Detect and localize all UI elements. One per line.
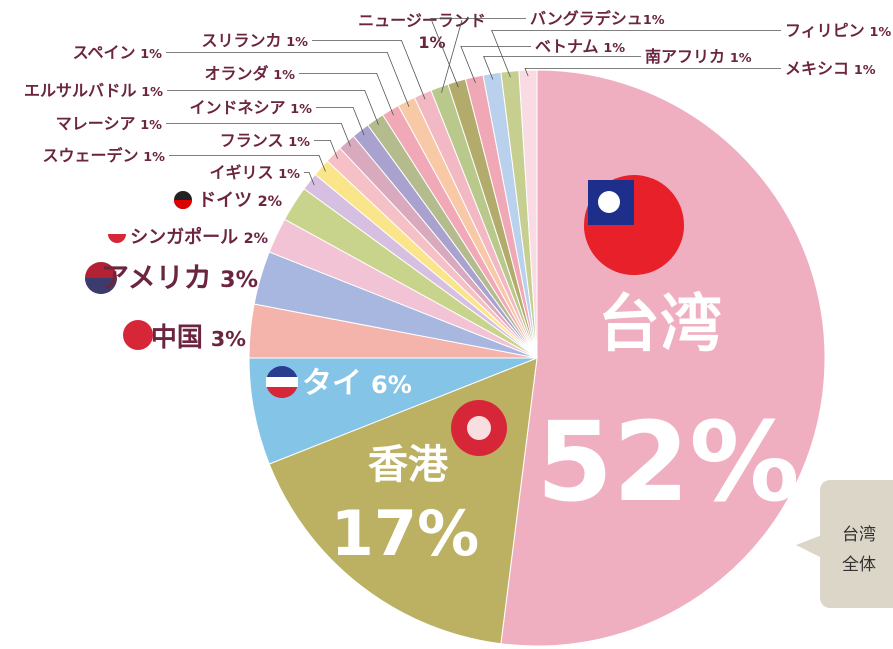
slice-name: ベトナム	[535, 37, 599, 56]
slice-name: フランス	[220, 131, 284, 150]
slice-label: 南アフリカ 1%	[645, 47, 752, 66]
slice-name: タイ	[302, 366, 362, 401]
slice-name: シンガポール	[130, 226, 238, 248]
slice-value: 1%	[603, 41, 625, 56]
slice-name: エルサルバドル	[24, 81, 136, 100]
slice-value: 1%	[288, 135, 310, 150]
flag-icon	[174, 200, 192, 209]
slice-name: スペイン	[73, 43, 136, 62]
slice-value: 1%	[643, 13, 665, 28]
slice-label: イギリス 1%	[209, 163, 300, 182]
slice-value: 1%	[278, 167, 300, 182]
leader-line	[460, 46, 531, 83]
leader-line	[169, 154, 326, 172]
leader-line	[314, 139, 338, 159]
slice-name: バングラデシュ	[530, 9, 643, 28]
slice-name: インドネシア	[189, 98, 285, 117]
slice-value: 1%	[286, 35, 308, 50]
slice-value: 1%	[273, 68, 295, 83]
leader-line	[316, 107, 365, 136]
flag-icon	[266, 377, 298, 387]
flag-icon	[598, 191, 620, 213]
pie	[248, 69, 826, 647]
flag-icon	[123, 320, 153, 350]
slice-name: マレーシア	[56, 114, 136, 133]
slice-label: アメリカ 3%	[101, 261, 258, 294]
slice-label: フランス 1%	[220, 131, 310, 150]
slice-name: フィリピン	[785, 21, 865, 40]
slice-name: オランダ	[204, 64, 268, 83]
leader-line	[524, 68, 781, 77]
leader-line	[167, 90, 379, 125]
leader-line	[304, 171, 315, 186]
slice-name: スリランカ	[201, 31, 281, 50]
slice-label: スペイン 1%	[73, 43, 163, 62]
slice-value: 1%	[143, 150, 165, 165]
leader-line	[312, 40, 426, 100]
slice-value: 1%	[854, 63, 876, 78]
slice-name: 中国	[151, 323, 203, 353]
leader-line	[441, 19, 463, 93]
slice-value: 1%	[140, 118, 162, 133]
leader-line	[491, 29, 781, 78]
slice-value: 2%	[258, 194, 282, 210]
slice-value: 3%	[211, 327, 246, 351]
pie-slice	[518, 69, 538, 359]
leader-line	[430, 17, 526, 88]
leader-line	[299, 73, 394, 116]
leader-line	[166, 123, 351, 147]
slice-label: メキシコ 1%	[785, 59, 876, 78]
slice-label: スリランカ 1%	[201, 31, 308, 50]
slice-label: スウェーデン 1%	[42, 146, 165, 165]
slice-label: インドネシア 1%	[189, 98, 312, 117]
callout-pointer	[796, 535, 822, 558]
annotation: 台湾	[842, 525, 876, 545]
slice-value: 1%	[869, 25, 891, 40]
slice-label: 台湾	[598, 287, 722, 360]
annotation: 全体	[842, 555, 876, 575]
slice-value: 1%	[141, 85, 163, 100]
leader-line	[166, 52, 410, 107]
slice-value: 52%	[536, 398, 799, 526]
slice-label: バングラデシュ1%	[530, 9, 665, 28]
slice-value: 1%	[730, 51, 752, 66]
slice-name: メキシコ	[785, 59, 849, 78]
slice-label: タイ 6%	[302, 366, 412, 401]
slice-label: ベトナム 1%	[535, 37, 625, 56]
slice-value: 17%	[331, 497, 479, 570]
slice-name: ドイツ	[198, 190, 252, 211]
flag-icon	[467, 416, 491, 440]
slice-value: 2%	[244, 231, 268, 247]
flag-icon	[108, 234, 126, 243]
slice-label: ニュージーランド	[358, 11, 486, 30]
flag-icon	[85, 278, 117, 294]
slice-label: オランダ 1%	[204, 64, 295, 83]
slice-label: フィリピン 1%	[785, 21, 891, 40]
slice-value: 1%	[290, 102, 312, 117]
slice-label: シンガポール 2%	[130, 226, 268, 248]
slice-label: 中国 3%	[151, 323, 246, 353]
slice-name: イギリス	[209, 163, 273, 182]
flag-icon	[584, 225, 684, 275]
slice-label: ドイツ 2%	[198, 190, 282, 211]
callout-box	[820, 480, 893, 608]
slice-label: エルサルバドル 1%	[24, 81, 163, 100]
pie-slice	[500, 69, 826, 647]
slice-value: 1%	[140, 47, 162, 62]
leader-line	[483, 56, 641, 80]
slice-name: 南アフリカ	[645, 47, 725, 66]
slice-label: 香港	[368, 442, 449, 488]
slice-value: 3%	[220, 267, 258, 293]
slice-label: マレーシア 1%	[56, 114, 162, 133]
slice-value: 6%	[371, 371, 412, 399]
callout: 台湾 全体	[796, 480, 893, 608]
slice-name: アメリカ	[101, 261, 212, 294]
slice-name: スウェーデン	[42, 146, 138, 165]
slice-value: 1%	[418, 33, 445, 52]
